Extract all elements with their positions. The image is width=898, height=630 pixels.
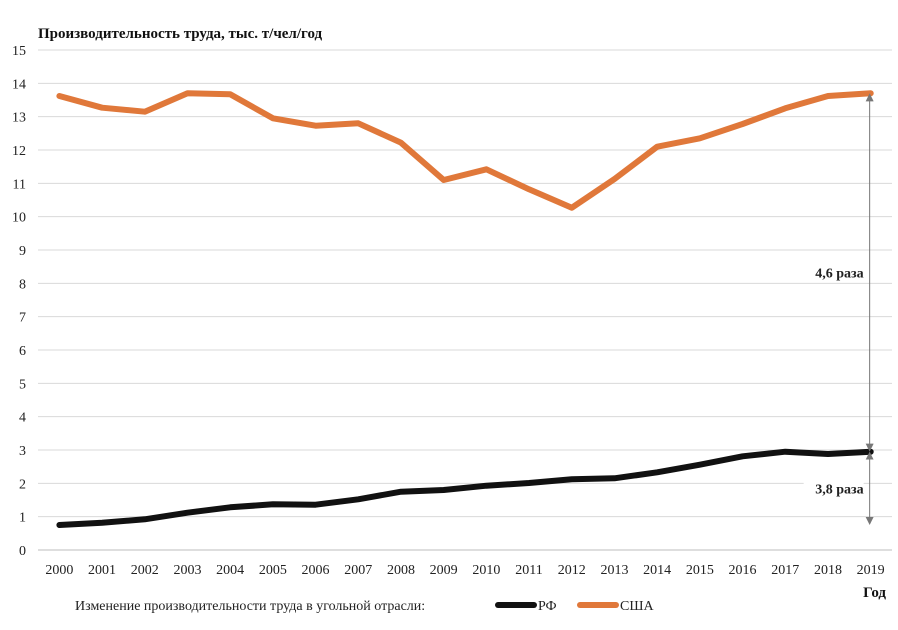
data-point-1-2008 bbox=[398, 140, 404, 146]
y-tick-label-14: 14 bbox=[12, 77, 26, 92]
x-tick-label-2011: 2011 bbox=[515, 563, 542, 578]
y-tick-label-5: 5 bbox=[19, 377, 26, 392]
data-point-0-2005 bbox=[270, 501, 276, 507]
y-tick-label-7: 7 bbox=[19, 311, 26, 326]
data-point-1-2010 bbox=[483, 166, 489, 172]
series-line-0 bbox=[56, 448, 874, 528]
legend-label-1: США bbox=[620, 599, 654, 614]
data-point-0-2010 bbox=[483, 483, 489, 489]
x-tick-label-2010: 2010 bbox=[472, 563, 500, 578]
x-tick-label-2003: 2003 bbox=[173, 563, 201, 578]
legend-title: Изменение производительности труда в уго… bbox=[75, 599, 425, 614]
data-point-0-2015 bbox=[697, 462, 703, 468]
y-tick-label-12: 12 bbox=[12, 144, 26, 159]
y-tick-label-1: 1 bbox=[19, 511, 26, 526]
y-tick-label-9: 9 bbox=[19, 244, 26, 259]
x-tick-label-2016: 2016 bbox=[729, 563, 757, 578]
data-point-1-2014 bbox=[654, 144, 660, 150]
y-tick-label-6: 6 bbox=[19, 344, 26, 359]
data-point-1-2013 bbox=[611, 176, 617, 182]
data-point-0-2006 bbox=[313, 502, 319, 508]
annotation-bg-0 bbox=[803, 263, 864, 283]
series-line-1 bbox=[56, 90, 874, 211]
data-point-1-2016 bbox=[740, 121, 746, 127]
data-point-1-2009 bbox=[441, 177, 447, 183]
y-tick-label-2: 2 bbox=[19, 477, 26, 492]
data-point-1-2001 bbox=[99, 105, 105, 111]
y-tick-label-13: 13 bbox=[12, 111, 26, 126]
y-tick-label-15: 15 bbox=[12, 44, 26, 59]
data-point-0-2001 bbox=[99, 520, 105, 526]
x-tick-label-2013: 2013 bbox=[600, 563, 628, 578]
data-point-0-2009 bbox=[441, 487, 447, 493]
data-point-1-2000 bbox=[56, 93, 62, 99]
data-point-1-2002 bbox=[142, 109, 148, 115]
annotation-bg-1 bbox=[803, 479, 864, 499]
y-tick-label-3: 3 bbox=[19, 444, 26, 459]
x-tick-label-2008: 2008 bbox=[387, 563, 415, 578]
x-tick-label-2002: 2002 bbox=[131, 563, 159, 578]
y-tick-label-10: 10 bbox=[12, 211, 26, 226]
series-group bbox=[56, 90, 874, 528]
annotations: 4,6 раза 3,8 раза bbox=[803, 93, 874, 525]
data-point-0-2014 bbox=[654, 469, 660, 475]
data-point-0-2008 bbox=[398, 489, 404, 495]
y-tick-label-11: 11 bbox=[13, 177, 26, 192]
y-axis-label: Производительность труда, тыс. т/чел/год bbox=[38, 26, 323, 42]
data-point-0-2000 bbox=[56, 522, 62, 528]
x-tick-label-2019: 2019 bbox=[857, 563, 885, 578]
data-point-1-2005 bbox=[270, 115, 276, 121]
data-point-1-2015 bbox=[697, 135, 703, 141]
data-point-1-2003 bbox=[184, 90, 190, 96]
data-point-0-2011 bbox=[526, 480, 532, 486]
x-tick-label-2009: 2009 bbox=[430, 563, 458, 578]
x-tick-label-2012: 2012 bbox=[558, 563, 586, 578]
x-tick-label-2015: 2015 bbox=[686, 563, 714, 578]
y-tick-label-8: 8 bbox=[19, 277, 26, 292]
x-axis-ticks: 2000 2001 2002 2003 2004 2005 2006 2007 2008 2009… bbox=[45, 563, 884, 578]
x-tick-label-2006: 2006 bbox=[302, 563, 330, 578]
data-point-1-2019 bbox=[868, 90, 874, 96]
x-tick-label-2007: 2007 bbox=[344, 563, 372, 578]
annotation-label-0: 4,6 раза bbox=[815, 267, 863, 282]
data-point-1-2011 bbox=[526, 186, 532, 192]
y-tick-label-4: 4 bbox=[19, 411, 26, 426]
grid-lines bbox=[38, 49, 892, 551]
data-point-1-2012 bbox=[569, 205, 575, 211]
x-tick-label-2014: 2014 bbox=[643, 563, 671, 578]
data-point-1-2018 bbox=[825, 93, 831, 99]
data-point-1-2004 bbox=[227, 91, 233, 97]
data-point-0-2018 bbox=[825, 451, 831, 457]
data-point-0-2013 bbox=[611, 475, 617, 481]
data-point-0-2019 bbox=[868, 449, 874, 455]
y-tick-label-0: 0 bbox=[19, 544, 26, 559]
data-point-0-2003 bbox=[184, 510, 190, 516]
data-point-1-2007 bbox=[355, 120, 361, 126]
data-point-0-2017 bbox=[782, 449, 788, 455]
x-tick-label-2000: 2000 bbox=[45, 563, 73, 578]
data-point-1-2006 bbox=[313, 123, 319, 129]
legend: Изменение производительности труда в уго… bbox=[75, 599, 654, 614]
data-point-0-2012 bbox=[569, 476, 575, 482]
data-point-0-2004 bbox=[227, 504, 233, 510]
x-axis-label: Год bbox=[863, 585, 886, 601]
data-point-0-2002 bbox=[142, 516, 148, 522]
data-point-0-2007 bbox=[355, 496, 361, 502]
annotation-label-1: 3,8 раза bbox=[815, 482, 863, 497]
legend-label-0: РФ bbox=[538, 599, 557, 614]
data-point-1-2017 bbox=[782, 105, 788, 111]
x-tick-label-2004: 2004 bbox=[216, 563, 244, 578]
x-tick-label-2017: 2017 bbox=[771, 563, 799, 578]
x-tick-label-2018: 2018 bbox=[814, 563, 842, 578]
x-tick-label-2001: 2001 bbox=[88, 563, 116, 578]
x-tick-label-2005: 2005 bbox=[259, 563, 287, 578]
data-point-0-2016 bbox=[740, 453, 746, 459]
